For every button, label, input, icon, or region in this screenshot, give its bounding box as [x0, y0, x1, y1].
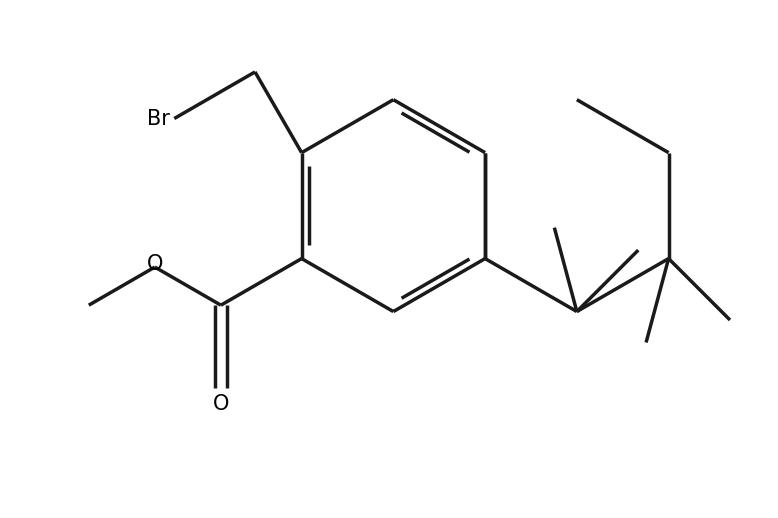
Text: Br: Br [147, 109, 170, 128]
Text: O: O [146, 254, 163, 274]
Text: O: O [212, 394, 229, 414]
